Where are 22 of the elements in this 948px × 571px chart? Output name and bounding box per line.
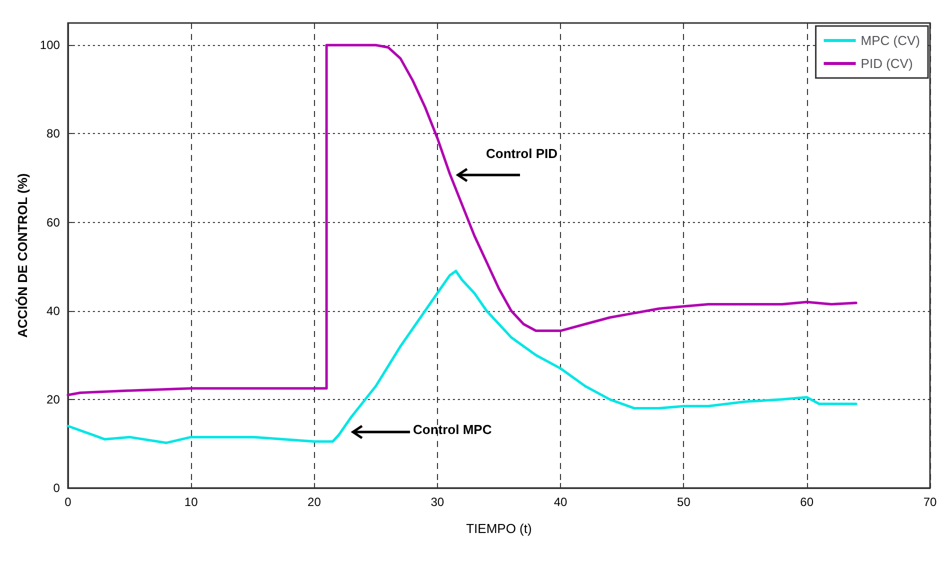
- legend-label: MPC (CV): [860, 33, 920, 48]
- x-tick-label: 70: [923, 495, 937, 509]
- y-tick-label: 80: [46, 126, 60, 141]
- y-tick-label: 0: [53, 481, 60, 495]
- x-tick-label: 50: [677, 495, 691, 509]
- line-series: [66, 270, 858, 444]
- line-series: [66, 44, 858, 396]
- x-tick-label: 20: [308, 495, 322, 509]
- y-tick-label: 100: [40, 38, 60, 52]
- x-tick-label: 30: [430, 495, 444, 509]
- annotation: Control PID: [486, 146, 558, 161]
- y-tick-label: 40: [46, 304, 60, 318]
- y-tick-label: 20: [46, 392, 60, 406]
- x-tick-label: 40: [554, 495, 568, 509]
- annotation: Control MPC: [413, 422, 492, 437]
- y-tick-label: 60: [46, 215, 60, 230]
- x-tick-label: 0: [64, 495, 72, 509]
- x-tick-label: 60: [800, 495, 814, 509]
- legend-label: PID (CV): [860, 56, 913, 71]
- x-axis-title: TIEMPO (t): [466, 521, 532, 536]
- x-tick-label: 10: [184, 495, 198, 509]
- y-axis-title: ACCIÓN DE CONTROL (%): [15, 173, 30, 338]
